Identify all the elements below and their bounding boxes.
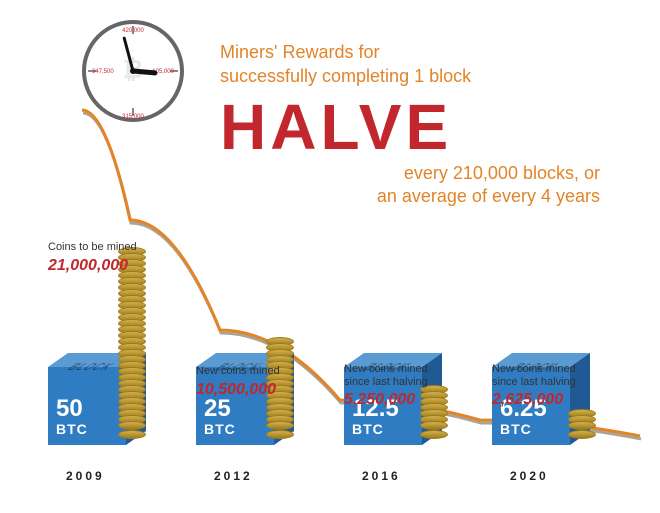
coin-icon	[266, 430, 294, 439]
group-value: 2,625,000	[492, 391, 563, 409]
block-reward-unit: BTC	[500, 421, 570, 437]
halving-chart: 50BTCBLOCKCoins to be mined21,000,000200…	[48, 335, 628, 445]
group-label: New coins mined since last halving	[492, 363, 576, 389]
clock-icon: 420,000 315,000 347,500 105,000 ₿	[80, 18, 186, 124]
group-label: New coins mined	[196, 365, 280, 378]
coin-icon	[568, 430, 596, 439]
coin-icon	[568, 421, 596, 430]
headline-block: Miners' Rewards for successfully complet…	[220, 40, 640, 207]
coin-icon	[420, 430, 448, 439]
infographic-canvas: 420,000 315,000 347,500 105,000 ₿ Miners…	[0, 0, 660, 513]
group-year: 2009	[66, 469, 105, 483]
block-reward-unit: BTC	[56, 421, 126, 437]
group-value: 21,000,000	[48, 257, 128, 275]
group-year: 2016	[362, 469, 401, 483]
coin-stack	[420, 388, 448, 439]
headline-sub1: every 210,000 blocks, or	[220, 163, 640, 184]
block-cube: 50BTCBLOCK	[48, 367, 126, 445]
coin-icon	[420, 421, 448, 430]
headline-big: HALVE	[220, 95, 640, 159]
coin-stack	[118, 250, 146, 439]
block-reward-value: 25	[204, 397, 274, 421]
coin-icon	[118, 430, 146, 439]
group-value: 10,500,000	[196, 381, 276, 399]
block-reward-value: 50	[56, 397, 126, 421]
group-year: 2012	[214, 469, 253, 483]
block-reward-unit: BTC	[352, 421, 422, 437]
group-value: 5,250,000	[344, 391, 415, 409]
coin-icon	[266, 421, 294, 430]
svg-text:315,000: 315,000	[122, 114, 144, 120]
headline-line2: successfully completing 1 block	[220, 64, 640, 88]
group-label: New coins mined since last halving	[344, 363, 428, 389]
block-cube: 25BTCBLOCK	[196, 367, 274, 445]
block-reward-unit: BTC	[204, 421, 274, 437]
coin-stack	[568, 412, 596, 439]
svg-text:347,500: 347,500	[92, 69, 114, 75]
group-year: 2020	[510, 469, 549, 483]
headline-sub2: an average of every 4 years	[220, 186, 640, 207]
headline-line1: Miners' Rewards for	[220, 40, 640, 64]
group-label: Coins to be mined	[48, 241, 137, 254]
svg-text:420,000: 420,000	[122, 28, 144, 34]
coin-icon	[118, 421, 146, 430]
